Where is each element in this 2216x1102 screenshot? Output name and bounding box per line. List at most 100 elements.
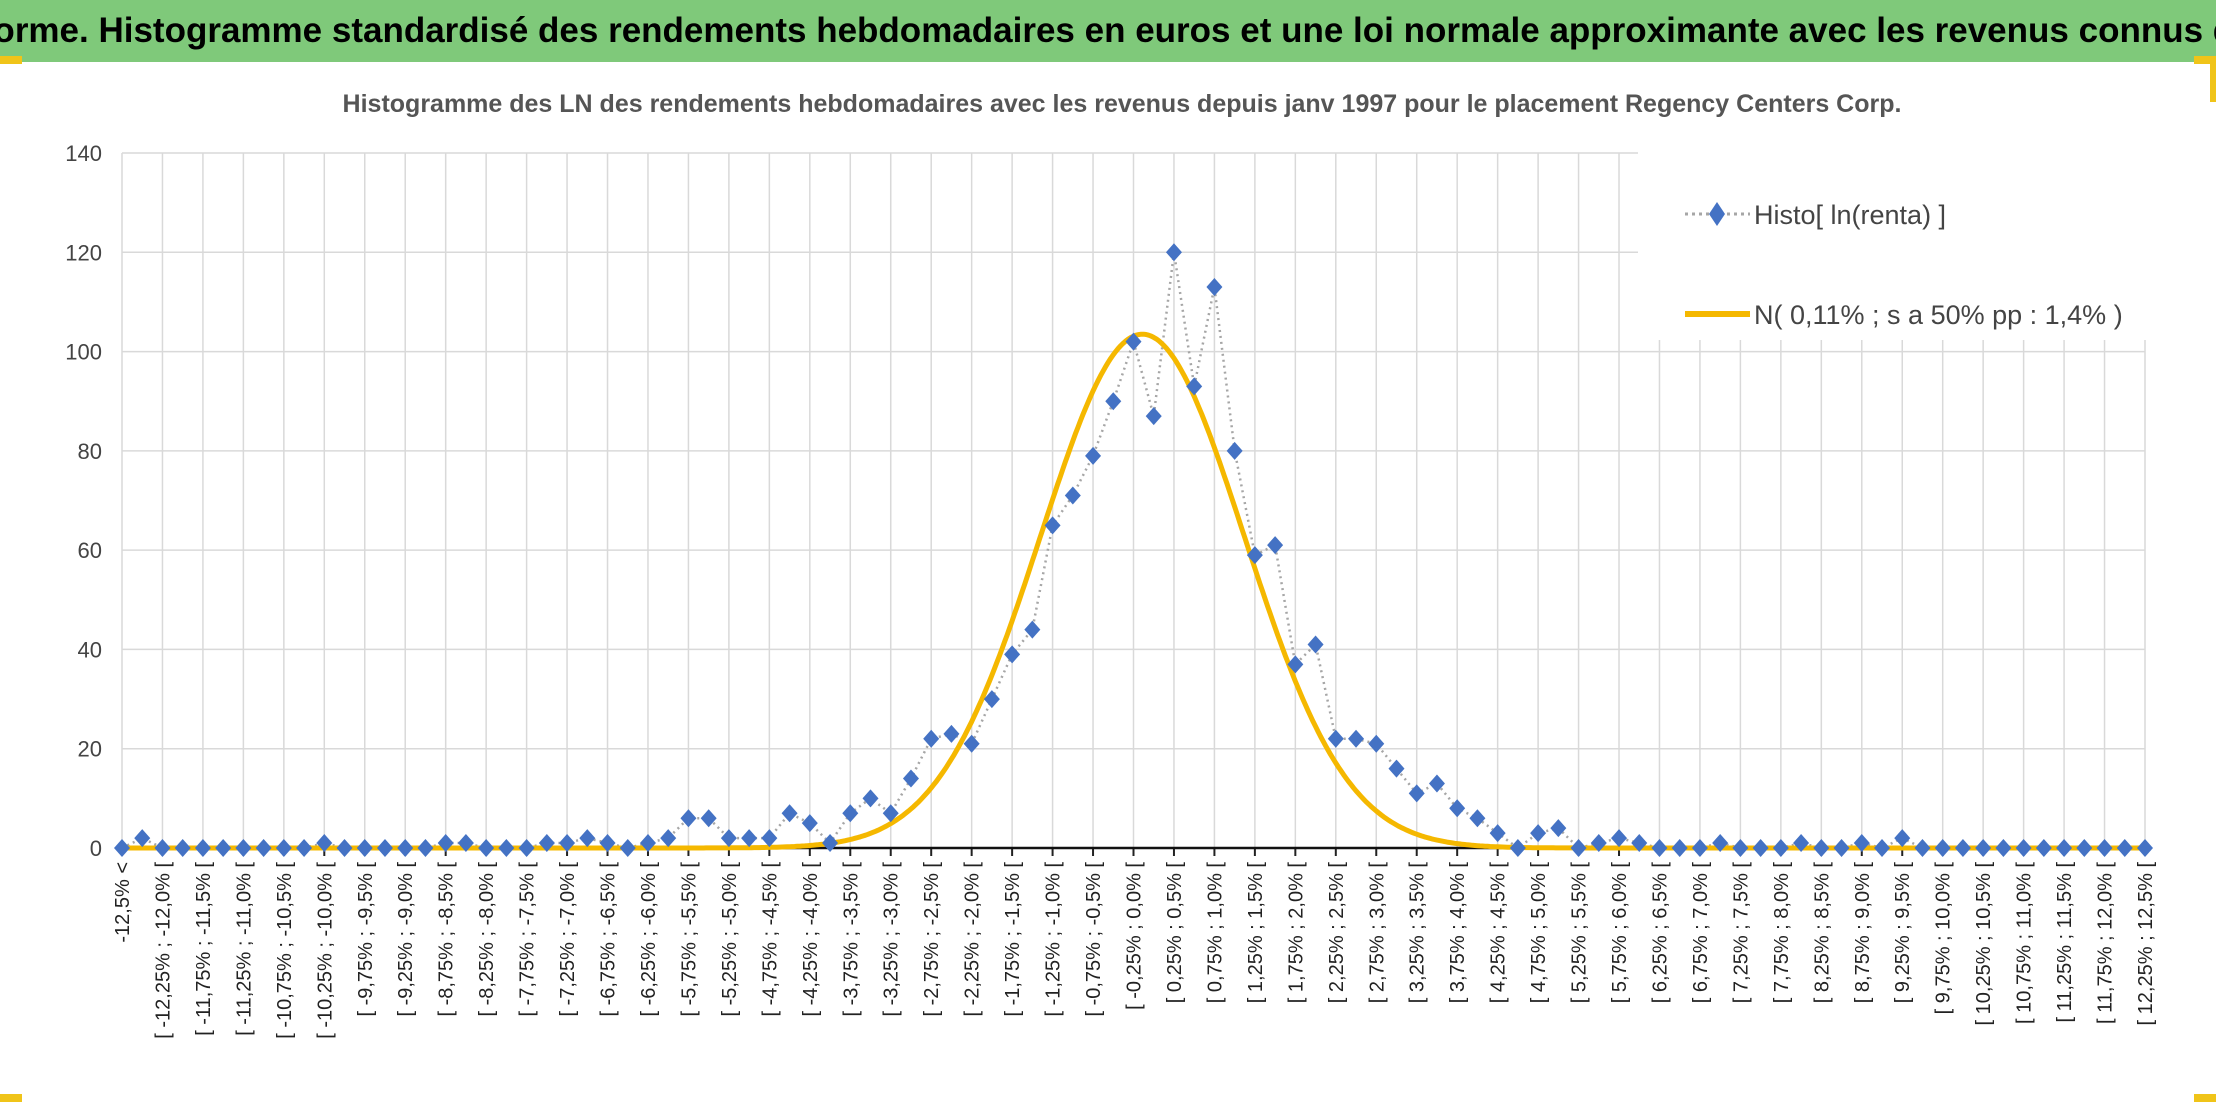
histogram-point xyxy=(417,839,434,857)
x-tick-label: [ -6,75% ; -6,5% [ xyxy=(598,862,620,1017)
x-tick-label: [ 3,25% ; 3,5% [ xyxy=(1407,862,1429,1004)
x-tick-label: [ 2,75% ; 3,0% [ xyxy=(1366,862,1388,1004)
x-tick-label: [ -0,25% ; 0,0% [ xyxy=(1124,862,1146,1010)
x-tick-label: [ -9,25% ; -9,0% [ xyxy=(395,862,417,1017)
histogram-point xyxy=(801,814,818,833)
histogram-point xyxy=(457,834,474,853)
histogram-point xyxy=(1226,441,1243,460)
legend-label-histogram: Histo[ ln(renta) ] xyxy=(1754,200,1946,230)
y-tick-label: 140 xyxy=(65,141,102,166)
chart-subtitle: Histogramme des LN des rendements hebdom… xyxy=(343,90,1902,118)
histogram-point xyxy=(1590,834,1607,853)
y-tick-label: 60 xyxy=(78,538,102,563)
x-tick-label: [ 4,75% ; 5,0% [ xyxy=(1528,862,1550,1004)
y-tick-label: 120 xyxy=(65,240,102,265)
histogram-point xyxy=(1914,839,1931,857)
x-tick-label: [ 8,25% ; 8,5% [ xyxy=(1811,862,1833,1004)
histogram-point xyxy=(943,724,960,743)
histogram-point xyxy=(1793,834,1810,853)
x-tick-label: [ 5,25% ; 5,5% [ xyxy=(1569,862,1591,1004)
x-tick-label: [ -10,75% ; -10,5% [ xyxy=(274,862,296,1039)
histogram-point xyxy=(781,804,798,823)
chart-legend: Histo[ ln(renta) ] N( 0,11% ; s a 50% pp… xyxy=(1638,142,2168,340)
histogram-point xyxy=(356,839,373,857)
accent-edge-right xyxy=(2210,62,2216,102)
histogram-point xyxy=(882,804,899,823)
histogram-point xyxy=(2137,839,2153,857)
x-tick-label: [ -11,25% ; -11,0% [ xyxy=(233,862,255,1036)
histogram-point xyxy=(1894,829,1911,848)
histogram-point xyxy=(518,839,535,857)
accent-corner-top-right xyxy=(2194,56,2216,64)
histogram-point xyxy=(1085,446,1102,465)
report-title: ADAM Informe. Histogramme standardisé de… xyxy=(0,0,2216,62)
x-tick-label: [ 10,75% ; 11,0% [ xyxy=(2014,862,2036,1024)
histogram-point xyxy=(1813,839,1830,857)
histogram-point xyxy=(1368,734,1385,753)
y-axis-ticks: 0 20 40 60 80 100 120 140 xyxy=(65,141,102,861)
histogram-point xyxy=(639,834,656,853)
x-tick-label: [ -9,75% ; -9,5% [ xyxy=(355,862,377,1017)
y-tick-label: 20 xyxy=(78,737,102,762)
histogram-point xyxy=(741,829,758,848)
histogram-point xyxy=(2076,839,2093,857)
histogram-point xyxy=(1853,834,1870,853)
x-tick-label: [ -7,25% ; -7,0% [ xyxy=(557,862,579,1017)
histogram-point xyxy=(1611,829,1628,848)
histogram-point xyxy=(559,834,576,853)
histogram-point xyxy=(923,729,940,748)
histogram-point xyxy=(275,839,292,857)
histogram-point xyxy=(720,829,737,848)
y-tick-label: 100 xyxy=(65,340,102,365)
x-tick-label: [ -2,25% ; -2,0% [ xyxy=(962,862,984,1017)
histogram-point xyxy=(1530,824,1547,843)
x-tick-label: [ 4,25% ; 4,5% [ xyxy=(1488,862,1510,1004)
x-tick-label: [ -12,25% ; -12,0% [ xyxy=(152,862,174,1039)
histogram-point xyxy=(1631,834,1648,853)
histogram-point xyxy=(215,839,232,857)
x-tick-label: [ 6,75% ; 7,0% [ xyxy=(1690,862,1712,1004)
x-tick-label: [ 1,75% ; 2,0% [ xyxy=(1285,862,1307,1004)
x-tick-label: [ -10,25% ; -10,0% [ xyxy=(314,862,336,1039)
x-tick-label: [ 0,25% ; 0,5% [ xyxy=(1164,862,1186,1004)
histogram-point xyxy=(1307,635,1324,654)
histogram-point xyxy=(1691,839,1708,857)
x-tick-label: [ 9,25% ; 9,5% [ xyxy=(1892,862,1914,1004)
x-tick-label: [ 6,25% ; 6,5% [ xyxy=(1649,862,1671,1004)
x-tick-label: [ 0,75% ; 1,0% [ xyxy=(1204,862,1226,1004)
histogram-point xyxy=(1388,759,1405,778)
histogram-point xyxy=(1995,839,2012,857)
x-tick-label: [ 11,75% ; 12,0% [ xyxy=(2095,862,2117,1024)
histogram-point xyxy=(336,839,353,857)
x-tick-label: [ 1,25% ; 1,5% [ xyxy=(1245,862,1267,1004)
histogram-point xyxy=(1874,839,1891,857)
histogram-point xyxy=(1671,839,1688,857)
histogram-point xyxy=(963,734,980,753)
histogram-point xyxy=(174,839,191,857)
histogram-point xyxy=(194,839,211,857)
x-tick-label: [ -11,75% ; -11,5% [ xyxy=(193,862,215,1036)
histogram-point xyxy=(1449,799,1466,818)
histogram-point xyxy=(1954,839,1971,857)
histogram-point xyxy=(1570,839,1587,857)
accent-corner-bottom-left xyxy=(0,1094,22,1102)
histogram-point xyxy=(1206,278,1223,297)
histogram-point xyxy=(1125,332,1142,351)
x-tick-label: -12,5% < xyxy=(112,862,134,943)
vertical-gridlines xyxy=(121,153,2146,856)
histogram-point xyxy=(1752,839,1769,857)
x-tick-label: [ -5,25% ; -5,0% [ xyxy=(719,862,741,1017)
x-tick-label: [ -5,75% ; -5,5% [ xyxy=(678,862,700,1017)
histogram-point xyxy=(1287,655,1304,674)
histogram-point xyxy=(1267,536,1284,555)
histogram-point xyxy=(1509,839,1526,857)
histogram-markers xyxy=(114,243,2153,857)
y-tick-label: 0 xyxy=(90,836,102,861)
histogram-point xyxy=(1975,839,1992,857)
x-tick-label: [ 11,25% ; 11,5% [ xyxy=(2054,862,2076,1023)
histogram-point xyxy=(842,804,859,823)
x-tick-label: [ 8,75% ; 9,0% [ xyxy=(1852,862,1874,1004)
histogram-point xyxy=(316,834,333,853)
histogram-point xyxy=(255,839,272,857)
accent-corner-top-left xyxy=(0,56,22,64)
